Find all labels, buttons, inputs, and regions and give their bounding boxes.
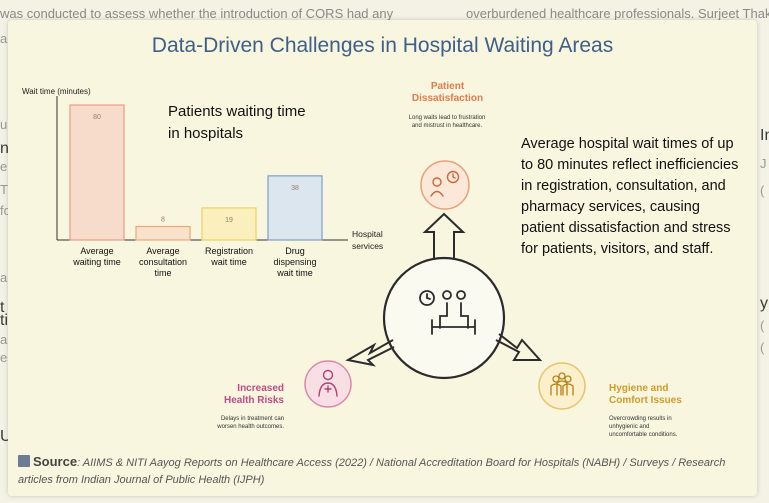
source-label: Source — [33, 454, 78, 469]
node-title-patient-dissatisfaction: Patient Dissatisfaction — [411, 81, 484, 104]
chart-category-label: Drug dispensing wait time — [273, 246, 316, 278]
chart-bar — [267, 175, 323, 241]
background-fragment: fo — [0, 203, 11, 218]
source-text: : AIIMS & NITI Aayog Reports on Healthca… — [18, 457, 726, 486]
background-fragment: y — [760, 295, 768, 312]
hygiene-comfort-node — [538, 362, 586, 410]
arrow-up — [422, 212, 466, 258]
patient-health-icon — [318, 369, 338, 397]
chart-y-axis-label: Wait time (minutes) — [22, 87, 91, 96]
background-fragment: J — [760, 156, 767, 171]
background-fragment: ( — [760, 340, 765, 355]
infographic-card — [8, 20, 757, 496]
background-fragment: ti — [0, 312, 8, 329]
background-text-top-left: was conducted to assess whether the intr… — [0, 6, 394, 21]
source-citation: Source: AIIMS & NITI Aayog Reports on He… — [18, 453, 758, 489]
chart-bar — [135, 225, 191, 241]
chart-category-label: Registration wait time — [205, 246, 253, 267]
patient-dissatisfaction-node — [420, 160, 470, 210]
background-fragment: ( — [760, 183, 765, 198]
chart-bar — [201, 207, 257, 241]
summary-callout: Average hospital wait times of up to 80 … — [521, 136, 739, 257]
chart-category-label: Average waiting time — [72, 246, 121, 267]
background-fragment: ai — [0, 31, 11, 46]
background-text-top-right: overburdened healthcare professionals. S… — [466, 6, 769, 21]
chart-subtitle: Patients waiting time in hospitals — [168, 103, 306, 142]
increased-health-risks-node — [304, 360, 352, 408]
chart-bar-value-label: 80 — [93, 114, 101, 121]
background-fragment: U — [0, 428, 12, 445]
node-desc-hygiene-comfort: Overcrowding results in unhygienic and u… — [609, 416, 678, 438]
chart-bar-value-label: 8 — [161, 217, 165, 224]
chart-bar — [69, 104, 125, 241]
chart-icon — [18, 455, 30, 467]
background-fragment: ( — [760, 318, 765, 333]
chart-bar-value-label: 19 — [225, 217, 233, 224]
central-hub-circle — [382, 256, 506, 380]
background-fragment: t — [0, 299, 5, 316]
chart-x-axis-label: Hospital services — [352, 229, 384, 251]
chart-bar-value-label: 38 — [291, 185, 299, 192]
node-title-health-risks: Increased Health Risks — [223, 383, 284, 406]
background-fragment: In — [760, 127, 769, 144]
waiting-room-icon — [419, 290, 476, 335]
infographic-title: Data-Driven Challenges in Hospital Waiti… — [151, 34, 614, 57]
node-desc-patient-dissatisfaction: Long waits lead to frustration and mistr… — [408, 115, 486, 129]
chart-category-label: Average consultation time — [139, 246, 187, 278]
background-fragment: TI — [0, 182, 12, 197]
arrow-down-right — [495, 333, 543, 361]
node-title-hygiene-comfort: Hygiene and Comfort Issues — [609, 383, 682, 406]
arrow-down-left — [345, 339, 395, 367]
crowd-icon — [550, 372, 574, 396]
node-desc-health-risks: Delays in treatment can worsen health ou… — [217, 416, 284, 430]
frustrated-patient-icon — [430, 170, 460, 197]
